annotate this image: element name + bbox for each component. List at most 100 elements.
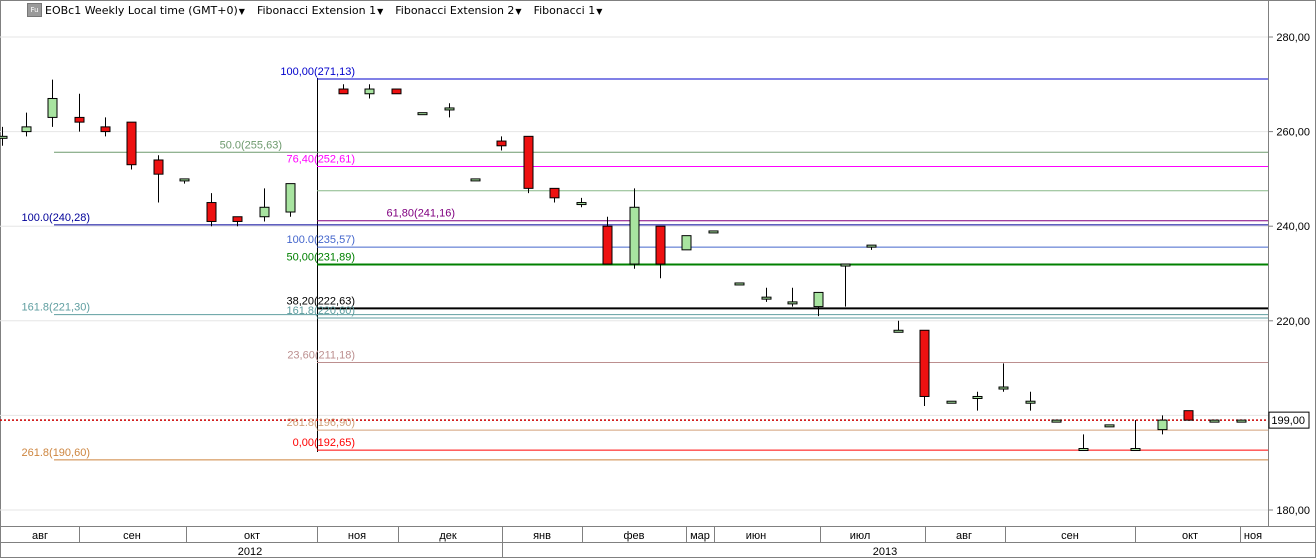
candle[interactable] [1078,434,1089,452]
month-label: авг [32,530,48,542]
candle-body [602,225,613,265]
candle[interactable] [1051,419,1062,423]
candle[interactable] [1183,410,1194,421]
candle[interactable] [1025,391,1036,411]
candle[interactable] [655,225,666,279]
candle-body [444,107,455,111]
candle[interactable] [74,93,85,132]
fib-extension-2-menu[interactable]: Fibonacci Extension 2▼ [395,4,521,17]
candle-body [549,187,560,199]
candle[interactable] [470,178,481,182]
symbol-badge[interactable]: Fu [27,3,42,17]
candle[interactable] [523,135,534,194]
candle[interactable] [919,329,930,406]
candle[interactable] [549,187,560,203]
candle-body [470,178,481,182]
fib-level-label: 50,00(231,89) [287,252,356,264]
candle[interactable] [100,117,111,137]
price-tick-label: 280,00 [1276,32,1310,44]
candle[interactable] [206,193,217,227]
month-label: ноя [348,530,366,542]
candle[interactable] [734,282,745,286]
candle[interactable] [866,244,877,250]
fibonacci-1-menu[interactable]: Fibonacci 1▼ [534,4,603,17]
price-tick-label: 260,00 [1276,127,1310,139]
fibonacci-1-label: Fibonacci 1 [533,3,596,17]
candle[interactable] [1130,420,1141,452]
candle[interactable] [153,155,164,203]
candle-body [364,88,375,95]
fib-level-label: 23,60(211,18) [287,350,355,362]
candle-body [787,301,798,305]
fib-level-label: 50.0(255,63) [220,139,282,151]
candle[interactable] [893,320,904,333]
fib-level-label: 261.8(196,90) [287,417,356,429]
candle[interactable] [998,363,1009,392]
candle-body [338,88,349,95]
chevron-down-icon: ▼ [377,6,384,16]
candle-body [1104,424,1115,428]
candle-body [893,329,904,333]
year-label: 2012 [238,546,262,558]
candle[interactable] [840,263,851,307]
chevron-down-icon: ▼ [515,6,522,16]
month-label: июл [850,530,871,542]
symbol-menu[interactable]: EOBc1 Weekly Local time (GMT+0)▼ [45,4,245,17]
candle[interactable] [708,230,719,234]
candle-body [576,202,587,206]
candle[interactable] [1236,419,1247,423]
candle[interactable] [1157,415,1168,435]
candle[interactable] [1209,419,1220,423]
candle[interactable] [496,136,507,151]
candle-body [417,112,428,116]
candle[interactable] [285,183,296,217]
candle[interactable] [0,126,8,146]
candle[interactable] [21,112,32,137]
month-label: дек [439,530,457,542]
candle[interactable] [576,197,587,208]
candle-body [1078,448,1089,452]
candle[interactable] [126,121,137,170]
fib-level-label: 100,00(271,13) [280,66,355,78]
candle-body [1025,400,1036,404]
candle[interactable] [602,216,613,265]
month-label: мар [690,530,710,542]
candle[interactable] [761,287,772,302]
candle[interactable] [972,391,983,411]
candle-body [761,296,772,300]
candle[interactable] [259,188,270,222]
candle-body [391,88,402,95]
candle-body [74,116,85,123]
candle[interactable] [364,84,375,99]
candle-body [100,126,111,133]
fib-extension-1-menu[interactable]: Fibonacci Extension 1▼ [257,4,383,17]
candle-body [813,291,824,308]
fib-level-label: 76,40(252,61) [287,154,356,166]
fib-level-label: 161.8(220,60) [287,305,356,317]
candle[interactable] [179,178,190,184]
candle[interactable] [946,400,957,404]
candle[interactable] [629,188,640,269]
candle-body [708,230,719,234]
candle[interactable] [391,88,402,95]
current-price-box [1268,411,1310,429]
candle[interactable] [47,79,58,127]
candles[interactable] [0,79,1247,452]
fib-level-label: 100.0(240,28) [22,212,91,224]
candle[interactable] [681,235,692,251]
candle[interactable] [787,287,798,307]
candle[interactable] [444,103,455,118]
candle[interactable] [417,112,428,116]
chart-toolbar: Fu EOBc1 Weekly Local time (GMT+0)▼ Fibo… [0,0,1266,20]
candle[interactable] [1104,424,1115,428]
candle[interactable] [813,291,824,317]
candle-body [946,400,957,404]
fibonacci-levels[interactable] [0,78,1268,461]
candle[interactable] [232,216,243,227]
candle-body [655,225,666,265]
fib-level-label: 161.8(221,30) [22,302,91,314]
candle[interactable] [338,84,349,95]
